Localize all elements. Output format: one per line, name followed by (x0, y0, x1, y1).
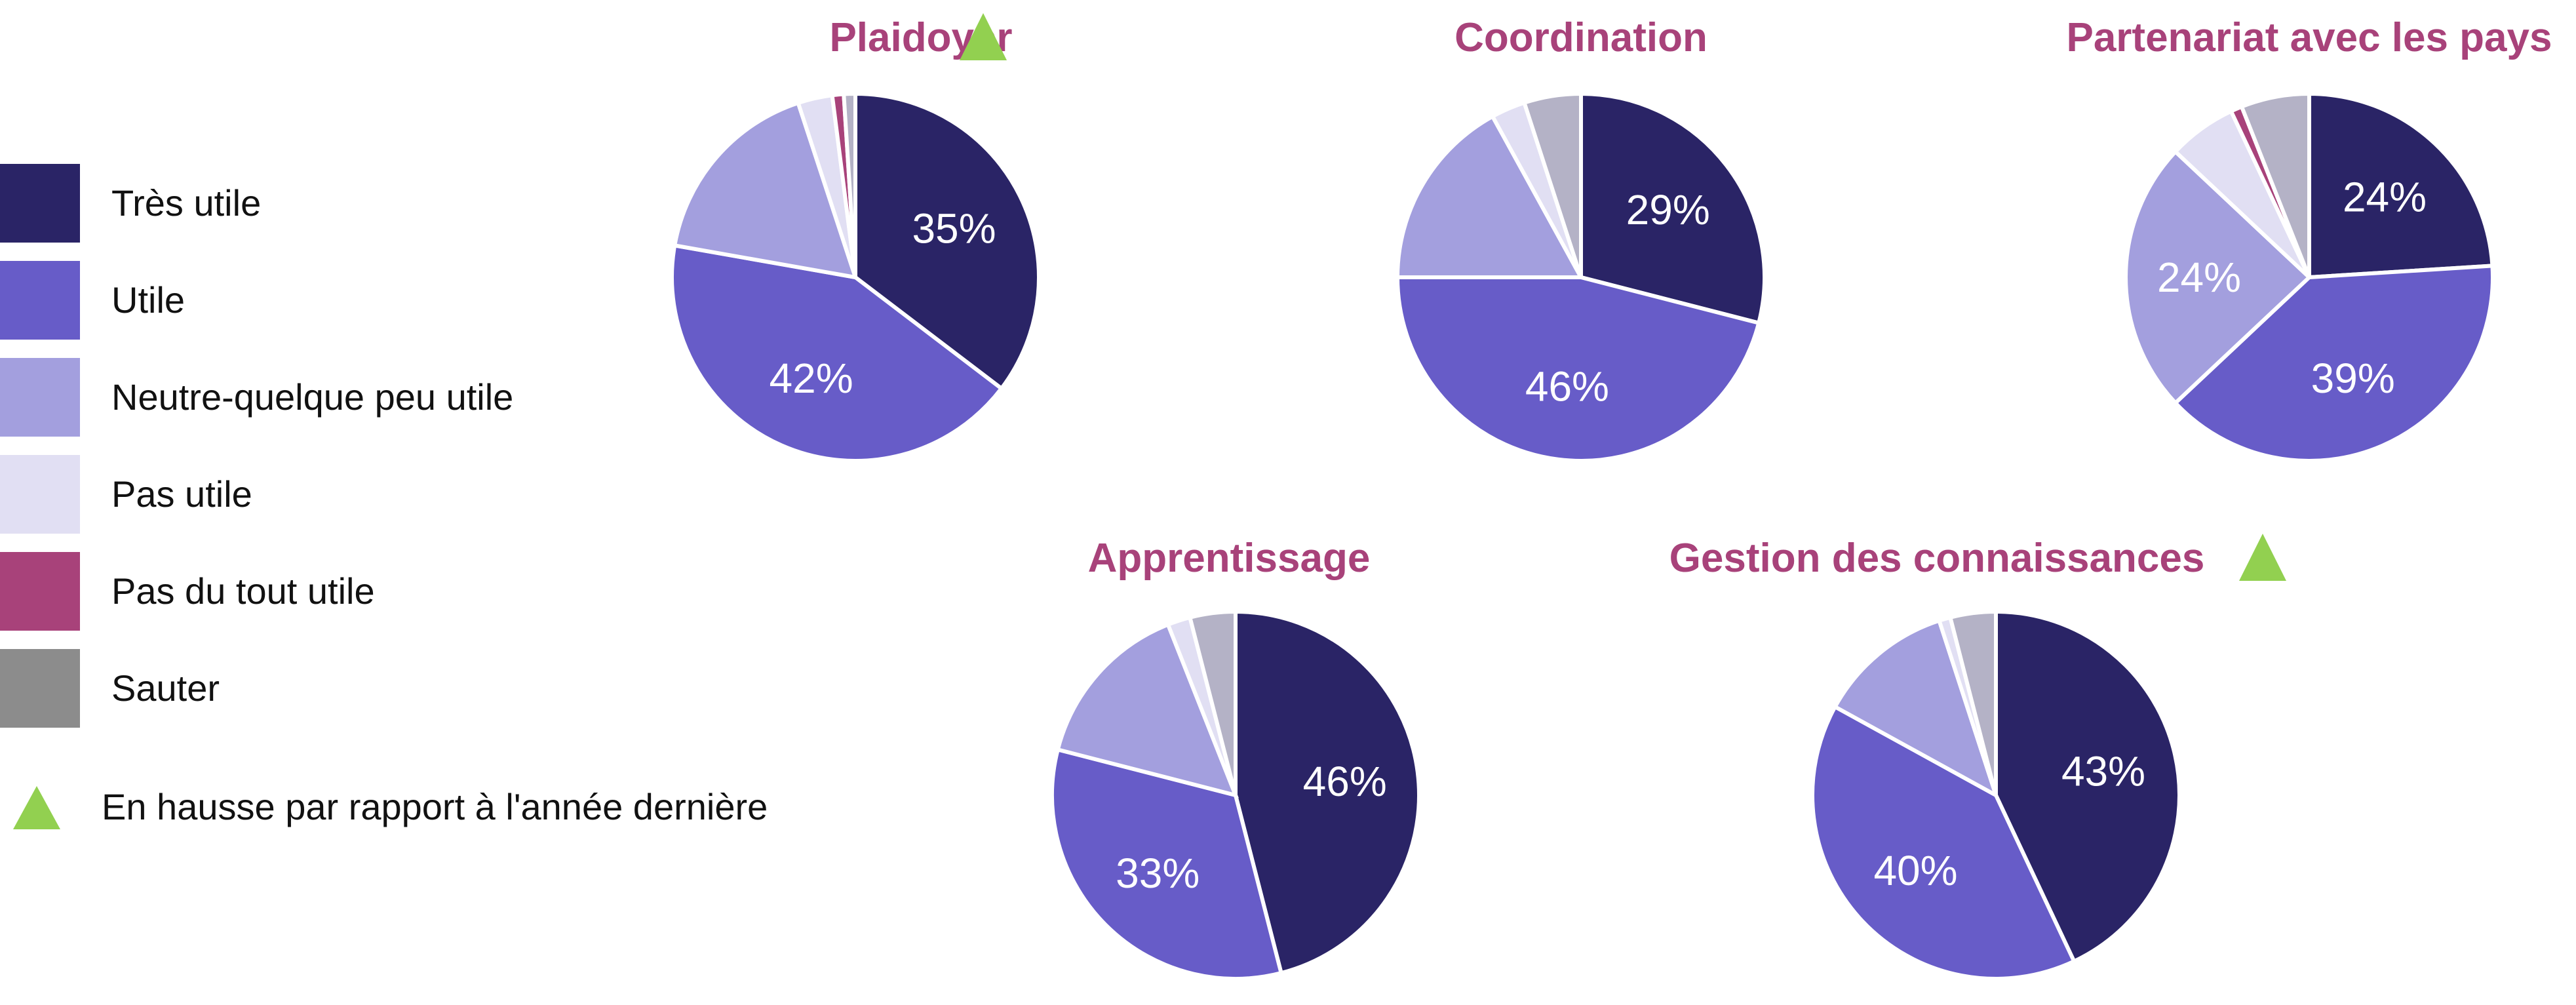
pie-slice (1187, 609, 1238, 796)
pie-slice (1810, 704, 2077, 981)
pie-chart-title: Coordination (1454, 15, 1708, 60)
legend-swatch (0, 649, 80, 728)
pie-slice (1832, 618, 2000, 800)
legend-item-trend: En hausse par rapport à l'année dernière (13, 783, 865, 836)
legend-item-neutre: Neutre-quelque peu utile (0, 358, 852, 437)
pie-data-label: 43% (2061, 747, 2145, 795)
pie-slice (2239, 91, 2311, 279)
pie-slice (1395, 275, 1761, 463)
triangle-up-icon (13, 786, 60, 829)
legend-item-pas-utile: Pas utile (0, 455, 852, 534)
pie-slice (672, 100, 859, 280)
legend-item-tres-utile: Très utile (0, 164, 852, 243)
legend-label: Pas du tout utile (111, 570, 375, 612)
triangle-up-icon (960, 13, 1007, 60)
pie-chart-title: Apprentissage (1088, 536, 1371, 581)
pie-slice (1234, 609, 1421, 975)
legend-item-utile: Utile (0, 261, 852, 340)
legend-swatch (0, 164, 80, 243)
pie-data-label: 24% (2343, 174, 2427, 221)
pie-slice (842, 91, 857, 278)
legend-swatch (0, 455, 80, 534)
pie-chart-title: Partenariat avec les pays (2066, 15, 2552, 60)
pie-slice (670, 243, 1005, 463)
pie-chart: 43% 40% Gestion des connaissances (1669, 534, 2286, 981)
pie-slice (1994, 609, 2181, 964)
legend-label: Très utile (111, 182, 262, 224)
pie-chart-title: Gestion des connaissances (1669, 536, 2205, 581)
pie-chart: 29% 46% Coordination (1395, 15, 1766, 463)
legend-label: Utile (111, 279, 185, 321)
pie-data-label: 35% (912, 205, 996, 252)
pie-slice (853, 91, 1041, 391)
pie-slice (1521, 91, 1583, 278)
pie-data-label: 29% (1626, 186, 1710, 233)
legend-label: Pas utile (111, 473, 252, 515)
legend-swatch (0, 261, 80, 340)
pie-chart: 24% 39% 24% Partenariat avec les pays (2066, 15, 2552, 463)
legend-label: Neutre-quelque peu utile (111, 376, 514, 418)
pie-slice (1947, 609, 1998, 796)
pie-slice (1055, 621, 1239, 798)
pie-data-label: 42% (770, 355, 853, 402)
legend-item-pas-du-tout-utile: Pas du tout utile (0, 552, 852, 631)
legend-label: Sauter (111, 667, 220, 709)
pie-slice (2172, 264, 2495, 463)
pie-data-label: 39% (2311, 355, 2395, 402)
legend-item-sauter: Sauter (0, 649, 852, 728)
triangle-up-icon (2239, 534, 2286, 581)
pie-slice (1579, 91, 1766, 326)
pie-data-label: 46% (1525, 363, 1609, 410)
pie-slice (2124, 149, 2313, 406)
pie-data-label: 33% (1116, 850, 1200, 897)
pie-slice (2307, 91, 2495, 280)
legend-swatch (0, 552, 80, 631)
pie-slice (1050, 747, 1284, 981)
legend-trend-label: En hausse par rapport à l'année dernière (102, 786, 768, 827)
pie-data-label: 46% (1303, 758, 1387, 805)
pie-chart: 46% 33% Apprentissage (1050, 536, 1421, 981)
legend-swatch (0, 358, 80, 437)
pie-slice (1395, 113, 1585, 279)
pie-data-label: 24% (2157, 254, 2241, 301)
pie-data-label: 40% (1873, 847, 1957, 894)
pie-chart: 35%42%Plaidoyer (670, 13, 1041, 463)
